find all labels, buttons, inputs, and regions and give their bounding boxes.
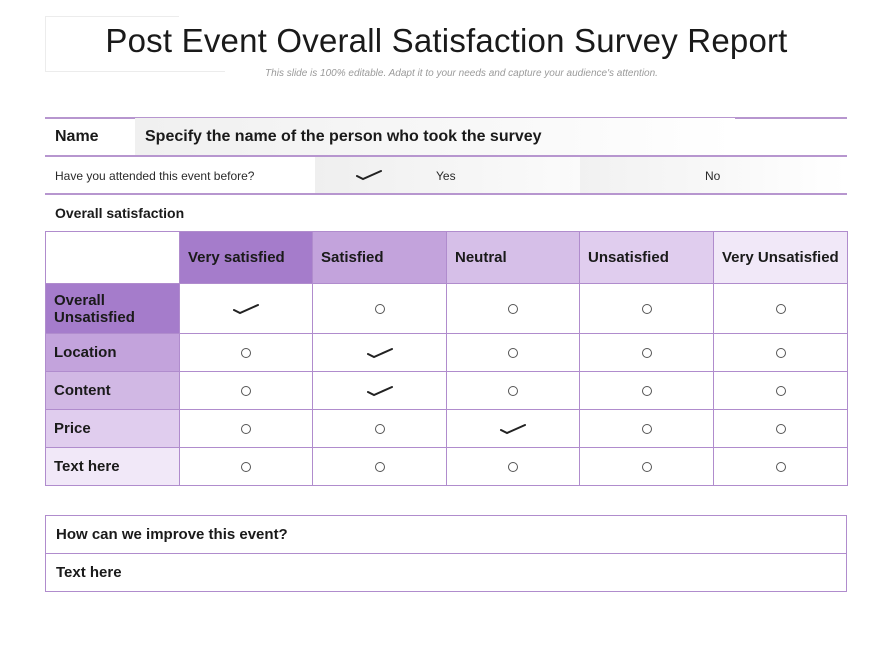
radio-circle-icon [641, 462, 652, 473]
radio-circle-icon [775, 304, 786, 315]
radio-circle-icon [241, 462, 251, 473]
name-value[interactable]: Specify the name of the person who took … [145, 128, 542, 145]
radio-circle-icon [641, 424, 652, 435]
radio-circle-icon [641, 348, 652, 359]
table-row: Overall Unsatisfied [45, 283, 848, 334]
rating-cell[interactable] [446, 447, 580, 486]
no-option[interactable] [580, 157, 847, 193]
radio-circle-icon [241, 386, 251, 397]
row-label: Overall Unsatisfied [45, 283, 180, 334]
column-header: Neutral [446, 231, 580, 284]
rating-cell[interactable] [312, 283, 447, 334]
name-field-background [135, 118, 735, 155]
table-row: Location [45, 333, 848, 372]
column-header: Unsatisfied [579, 231, 714, 284]
radio-circle-icon [508, 304, 518, 315]
grid-header-row: Very satisfied Satisfied Neutral Unsatisfie… [45, 231, 848, 284]
page-title: Post Event Overall Satisfaction Survey R… [105, 22, 788, 59]
improve-question: How can we improve this event? [45, 515, 847, 554]
page-subtitle: This slide is 100% editable. Adapt it to… [265, 68, 658, 79]
rating-cell[interactable] [446, 333, 580, 372]
rating-cell[interactable] [312, 333, 447, 372]
attended-row: Have you attended this event before? Yes… [45, 157, 847, 193]
rating-cell[interactable] [312, 371, 447, 410]
no-label: No [705, 169, 721, 183]
rating-cell[interactable] [579, 283, 714, 334]
rating-cell[interactable] [446, 409, 580, 448]
rating-cell[interactable] [446, 371, 580, 410]
rating-cell[interactable] [713, 409, 848, 448]
row-label: Content [45, 371, 180, 410]
table-row: Text here [45, 447, 848, 486]
divider [45, 155, 847, 157]
radio-circle-icon [775, 348, 786, 359]
yes-label: Yes [436, 169, 456, 183]
radio-circle-icon [641, 304, 652, 315]
radio-circle-icon [241, 424, 251, 435]
rating-cell[interactable] [179, 333, 313, 372]
radio-circle-icon [775, 386, 786, 397]
rating-cell[interactable] [179, 447, 313, 486]
check-icon [500, 424, 526, 435]
attended-question: Have you attended this event before? [55, 169, 255, 183]
decorative-line [179, 71, 225, 72]
improve-section: How can we improve this event? Text here [45, 515, 847, 592]
overall-satisfaction-label: Overall satisfaction [55, 205, 185, 221]
radio-circle-icon [508, 348, 518, 359]
table-row: Content [45, 371, 848, 410]
radio-circle-icon [775, 462, 786, 473]
rating-cell[interactable] [446, 283, 580, 334]
radio-circle-icon [374, 462, 385, 473]
radio-circle-icon [641, 386, 652, 397]
decorative-frame [45, 16, 179, 72]
rating-cell[interactable] [312, 409, 447, 448]
rating-cell[interactable] [179, 371, 313, 410]
rating-cell[interactable] [713, 371, 848, 410]
rating-cell[interactable] [579, 371, 714, 410]
check-icon [356, 170, 382, 181]
rating-cell[interactable] [579, 447, 714, 486]
check-icon [233, 304, 259, 315]
rating-cell[interactable] [713, 447, 848, 486]
check-icon [366, 386, 393, 397]
row-label: Text here [45, 447, 180, 486]
radio-circle-icon [775, 424, 786, 435]
rating-cell[interactable] [579, 333, 714, 372]
rating-cell[interactable] [713, 283, 848, 334]
radio-circle-icon [374, 424, 385, 435]
name-row: Name Specify the name of the person who … [45, 118, 847, 155]
row-label: Location [45, 333, 180, 372]
radio-circle-icon [508, 386, 518, 397]
rating-cell[interactable] [312, 447, 447, 486]
rating-cell[interactable] [179, 283, 313, 334]
satisfaction-grid: Very satisfied Satisfied Neutral Unsatisfie… [45, 231, 848, 486]
improve-answer[interactable]: Text here [45, 553, 847, 592]
column-header: Very Unsatisfied [713, 231, 848, 284]
grid-corner-cell [45, 231, 180, 284]
table-row: Price [45, 409, 848, 448]
radio-circle-icon [374, 304, 385, 315]
yes-option[interactable] [315, 157, 580, 193]
rating-cell[interactable] [179, 409, 313, 448]
column-header: Very satisfied [179, 231, 313, 284]
column-header: Satisfied [312, 231, 447, 284]
divider [45, 193, 847, 195]
rating-cell[interactable] [579, 409, 714, 448]
name-label: Name [55, 128, 99, 145]
radio-circle-icon [241, 348, 251, 359]
check-icon [366, 348, 393, 359]
radio-circle-icon [508, 462, 518, 473]
rating-cell[interactable] [713, 333, 848, 372]
row-label: Price [45, 409, 180, 448]
